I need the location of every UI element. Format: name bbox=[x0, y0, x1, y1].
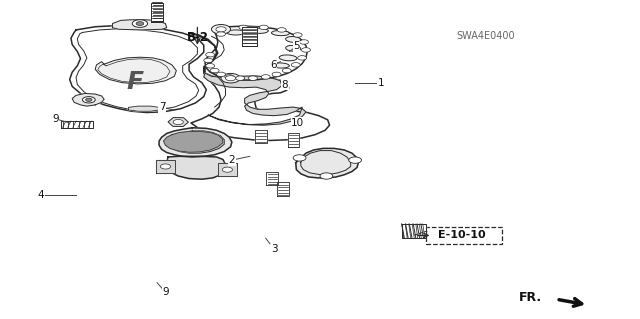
Circle shape bbox=[83, 97, 95, 103]
Polygon shape bbox=[255, 130, 267, 143]
Circle shape bbox=[349, 157, 362, 163]
Circle shape bbox=[261, 75, 270, 79]
Polygon shape bbox=[204, 73, 306, 125]
Text: 2: 2 bbox=[228, 155, 235, 165]
Ellipse shape bbox=[271, 31, 289, 36]
Polygon shape bbox=[159, 128, 232, 157]
Circle shape bbox=[293, 155, 306, 161]
Polygon shape bbox=[164, 131, 223, 152]
Circle shape bbox=[320, 173, 333, 179]
FancyBboxPatch shape bbox=[426, 226, 502, 244]
Polygon shape bbox=[72, 93, 104, 106]
Circle shape bbox=[225, 75, 234, 79]
Polygon shape bbox=[129, 106, 159, 111]
Circle shape bbox=[216, 72, 225, 77]
Circle shape bbox=[132, 20, 148, 27]
Ellipse shape bbox=[227, 30, 244, 35]
Circle shape bbox=[221, 73, 240, 83]
Circle shape bbox=[272, 72, 281, 77]
Ellipse shape bbox=[250, 28, 268, 33]
Polygon shape bbox=[288, 133, 299, 147]
Circle shape bbox=[293, 33, 302, 37]
Text: F: F bbox=[126, 70, 143, 94]
Circle shape bbox=[248, 76, 257, 80]
Polygon shape bbox=[156, 160, 175, 173]
Text: 6: 6 bbox=[270, 60, 276, 70]
Polygon shape bbox=[95, 57, 176, 84]
Polygon shape bbox=[218, 163, 237, 176]
Polygon shape bbox=[113, 20, 167, 30]
Polygon shape bbox=[189, 33, 330, 140]
Ellipse shape bbox=[271, 63, 289, 68]
Polygon shape bbox=[166, 131, 224, 153]
Circle shape bbox=[161, 164, 171, 169]
Ellipse shape bbox=[285, 45, 301, 51]
Polygon shape bbox=[266, 172, 278, 185]
Circle shape bbox=[211, 25, 230, 34]
Polygon shape bbox=[205, 26, 307, 80]
Ellipse shape bbox=[285, 36, 301, 42]
Text: B-2: B-2 bbox=[186, 31, 209, 44]
Polygon shape bbox=[61, 121, 93, 128]
Polygon shape bbox=[242, 27, 257, 47]
Circle shape bbox=[225, 76, 236, 81]
Text: 7: 7 bbox=[159, 102, 166, 112]
Circle shape bbox=[86, 98, 92, 101]
Circle shape bbox=[291, 63, 300, 67]
Text: 9: 9 bbox=[162, 287, 169, 297]
Text: SWA4E0400: SWA4E0400 bbox=[457, 31, 515, 41]
Text: FR.: FR. bbox=[519, 291, 542, 304]
Circle shape bbox=[301, 48, 310, 52]
Circle shape bbox=[204, 58, 212, 63]
Circle shape bbox=[298, 56, 307, 60]
Circle shape bbox=[210, 68, 219, 73]
Text: 4: 4 bbox=[38, 190, 44, 200]
Circle shape bbox=[239, 25, 248, 30]
Circle shape bbox=[222, 167, 232, 172]
Polygon shape bbox=[167, 156, 225, 179]
Text: 1: 1 bbox=[378, 78, 384, 88]
Circle shape bbox=[205, 63, 214, 68]
Circle shape bbox=[259, 25, 268, 30]
Ellipse shape bbox=[279, 55, 297, 61]
Polygon shape bbox=[402, 224, 426, 238]
Text: E-10-10: E-10-10 bbox=[438, 230, 486, 240]
Polygon shape bbox=[152, 3, 163, 22]
Text: 3: 3 bbox=[271, 244, 277, 254]
Polygon shape bbox=[277, 182, 289, 196]
Circle shape bbox=[205, 52, 214, 57]
Polygon shape bbox=[296, 148, 358, 178]
Circle shape bbox=[236, 76, 244, 80]
Circle shape bbox=[216, 32, 225, 36]
Text: 9: 9 bbox=[52, 114, 59, 124]
Circle shape bbox=[282, 68, 291, 73]
Text: 5: 5 bbox=[293, 41, 300, 51]
Text: 8: 8 bbox=[282, 80, 288, 90]
Circle shape bbox=[300, 40, 308, 44]
Circle shape bbox=[277, 28, 286, 32]
Polygon shape bbox=[70, 26, 206, 113]
Circle shape bbox=[173, 120, 183, 124]
Text: 10: 10 bbox=[291, 118, 304, 128]
Circle shape bbox=[216, 27, 226, 32]
Circle shape bbox=[136, 22, 144, 26]
